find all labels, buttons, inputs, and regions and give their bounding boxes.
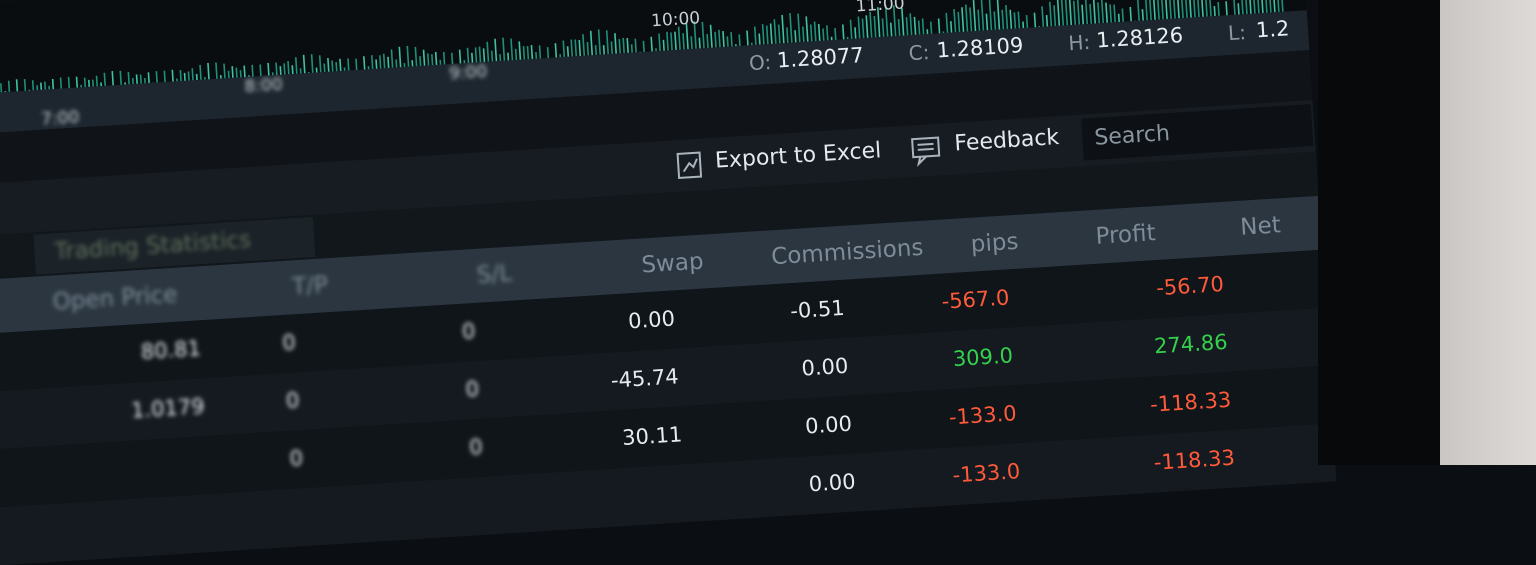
column-header: Swap — [640, 248, 705, 279]
toolbar: Export to Excel Feedback Search — [0, 100, 1316, 237]
ohlc-label: H: — [1067, 29, 1091, 56]
time-label: 9:00 — [448, 61, 488, 85]
ohlc-label: O: — [748, 49, 772, 76]
export-button[interactable]: Export to Excel — [714, 138, 882, 174]
time-label: 10:00 — [650, 8, 701, 32]
column-header: pips — [970, 228, 1020, 258]
time-label: 7:00 — [40, 107, 80, 130]
time-label: 8:00 — [243, 74, 284, 98]
column-header: Profit — [1094, 220, 1157, 250]
feedback-button[interactable]: Feedback — [953, 125, 1060, 157]
ohlc-label: L: — [1227, 20, 1247, 46]
column-header: S/L — [476, 260, 513, 289]
screen: Export to Excel Feedback Search Trading … — [0, 0, 1337, 565]
monitor-bezel — [1318, 0, 1448, 465]
search-placeholder[interactable]: Search — [1093, 121, 1171, 151]
ohlc-label: C: — [907, 39, 931, 66]
background-wall — [1440, 0, 1536, 465]
column-header: T/P — [291, 272, 329, 301]
feedback-icon — [911, 136, 941, 167]
excel-icon — [676, 151, 703, 179]
ohlc-value: 1.2 — [1255, 16, 1291, 43]
column-header: Net — [1239, 212, 1282, 241]
